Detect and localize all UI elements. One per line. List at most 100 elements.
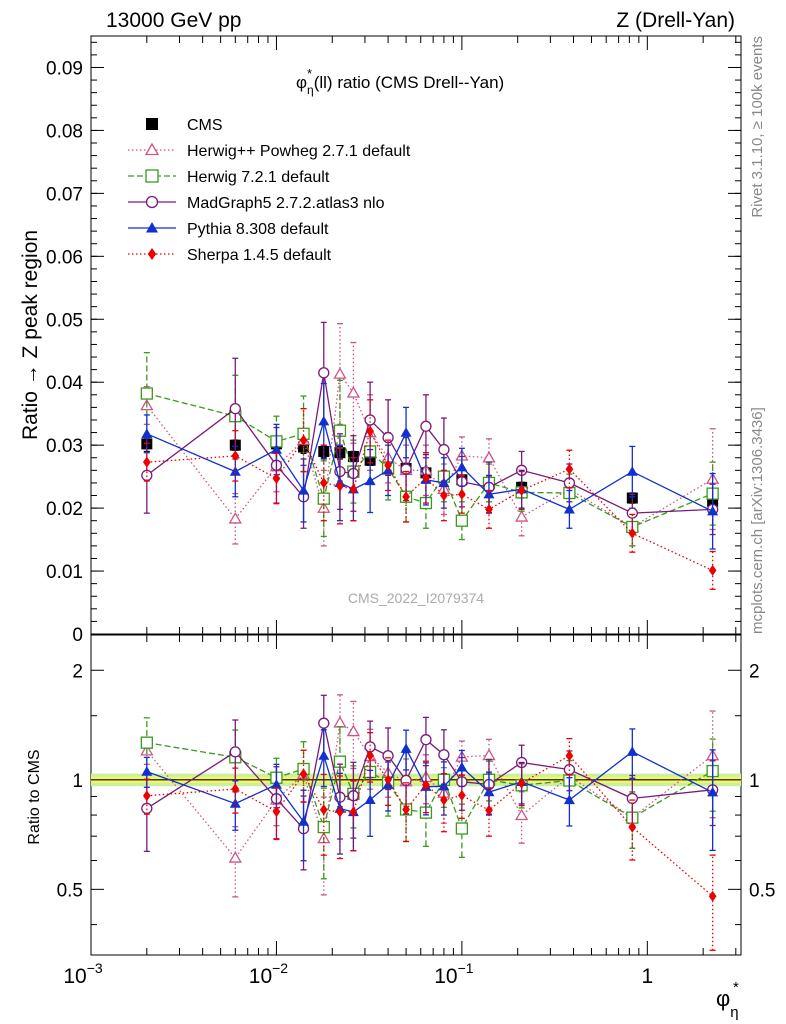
point-pythia — [400, 427, 412, 437]
title-eta: η — [307, 83, 314, 97]
point-sherpa — [565, 463, 574, 475]
point-pythia — [141, 428, 153, 438]
ytick-label-main: 0.06 — [46, 247, 83, 268]
ratio-plot-series — [140, 694, 720, 951]
ytick-label-ratio: 0.5 — [57, 880, 83, 901]
point-pythia — [707, 786, 719, 797]
point-herwigpp — [346, 386, 361, 398]
header-left: 13000 GeV pp — [106, 9, 241, 32]
ratio-ylabel: Ratio to CMS — [26, 749, 43, 844]
point-pythia — [438, 477, 450, 488]
legend-marker-sherpa — [147, 248, 157, 260]
point-pythia — [707, 505, 719, 516]
legend-label-sherpa: Sherpa 1.4.5 default — [187, 247, 332, 264]
legend-marker-herwig7 — [145, 169, 159, 183]
point-pythia — [364, 794, 376, 805]
point-sherpa — [440, 794, 448, 806]
xlabel-eta: η — [730, 1004, 738, 1021]
point-sherpa — [366, 425, 374, 437]
point-sherpa — [422, 472, 430, 484]
point-sherpa — [565, 750, 574, 762]
point-sherpa — [336, 806, 344, 818]
point-pythia — [563, 794, 575, 805]
ytick-label-main: 0.08 — [46, 121, 83, 142]
point-herwigpp — [228, 851, 242, 863]
point-pythia — [318, 415, 330, 426]
point-pythia — [438, 780, 450, 791]
point-herwigpp — [228, 511, 242, 524]
point-sherpa — [384, 459, 392, 471]
plot-title: φη(ll) ratio (CMS Drell--Yan) — [296, 73, 504, 97]
series-line-sherpa — [146, 753, 714, 897]
mcplots-label: mcplots.cern.ch [arXiv:1306.3436] — [749, 407, 766, 634]
point-herwig7 — [140, 387, 153, 400]
point-sherpa — [402, 803, 410, 815]
xtick-label: 1 — [641, 965, 653, 988]
legend-marker-cms — [146, 118, 158, 130]
point-sherpa — [366, 749, 374, 761]
ytick-label-ratio: 2 — [72, 661, 83, 682]
point-sherpa — [422, 779, 430, 791]
title-phi: φ — [296, 73, 307, 92]
point-pythia — [626, 466, 638, 476]
ytick-label-main: 0.01 — [46, 562, 83, 583]
watermark: CMS_2022_I2079374 — [348, 590, 484, 606]
legend-marker-herwigpp — [144, 142, 160, 156]
point-pythia — [626, 746, 638, 756]
ytick-label-main: 0.04 — [46, 373, 83, 394]
legend-label-cms: CMS — [187, 117, 223, 134]
series-sherpa — [142, 399, 717, 590]
point-madgraph — [229, 746, 241, 758]
point-sherpa — [336, 480, 344, 492]
point-sherpa — [272, 806, 281, 818]
legend: CMS Herwig++ Powheg 2.7.1 default Herwig 7… — [128, 117, 411, 264]
ytick-label-main: 0.07 — [46, 184, 83, 205]
series-sherpa — [142, 731, 717, 951]
ytick-label-ratio: 1 — [72, 771, 83, 792]
title-star: * — [307, 66, 312, 81]
point-herwig7 — [455, 822, 469, 835]
point-sherpa — [402, 491, 410, 503]
ytick-label-main: 0.09 — [46, 58, 83, 79]
point-herwigpp — [482, 748, 496, 761]
point-pythia — [400, 743, 412, 753]
point-herwigpp — [515, 510, 529, 522]
point-madgraph — [626, 507, 638, 519]
ytick-label-main: 0.02 — [46, 499, 83, 520]
point-pythia — [318, 750, 330, 760]
point-sherpa — [319, 477, 328, 489]
point-madgraph — [382, 750, 394, 762]
point-herwig7 — [317, 492, 330, 505]
point-sherpa — [628, 527, 637, 539]
point-pythia — [456, 761, 468, 772]
header-right: Z (Drell-Yan) — [616, 9, 735, 32]
ytick-label-main: 0.05 — [46, 310, 83, 331]
point-madgraph — [229, 402, 241, 415]
legend-marker-pythia — [146, 222, 158, 233]
point-sherpa — [517, 777, 526, 789]
point-madgraph — [438, 749, 450, 761]
axes-ticks: 0 0.01 0.02 0.03 0.04 0.05 0.06 0.07 0.08 0.09 0.5… — [46, 36, 775, 988]
series-madgraph — [141, 321, 719, 536]
point-sherpa — [440, 490, 448, 502]
point-pythia — [270, 444, 282, 454]
point-pythia — [364, 475, 376, 486]
point-madgraph — [400, 774, 412, 787]
point-sherpa — [628, 821, 637, 833]
legend-label-pythia: Pythia 8.308 default — [187, 221, 329, 238]
ytick-label-ratio-right: 0.5 — [749, 880, 775, 901]
point-sherpa — [349, 483, 358, 495]
point-pythia — [270, 779, 282, 789]
point-madgraph — [420, 420, 432, 432]
point-sherpa — [142, 790, 151, 802]
ratio-plot-frame — [90, 634, 742, 956]
series-line-madgraph — [146, 372, 713, 514]
point-herwigpp — [333, 367, 347, 379]
xtick-label: 10−2 — [249, 960, 289, 988]
point-sherpa — [299, 768, 308, 780]
legend-marker-madgraph — [145, 195, 159, 209]
point-pythia — [483, 488, 495, 499]
point-sherpa — [708, 564, 717, 576]
xtick-label: 10−1 — [434, 960, 474, 988]
point-pythia — [141, 766, 153, 776]
